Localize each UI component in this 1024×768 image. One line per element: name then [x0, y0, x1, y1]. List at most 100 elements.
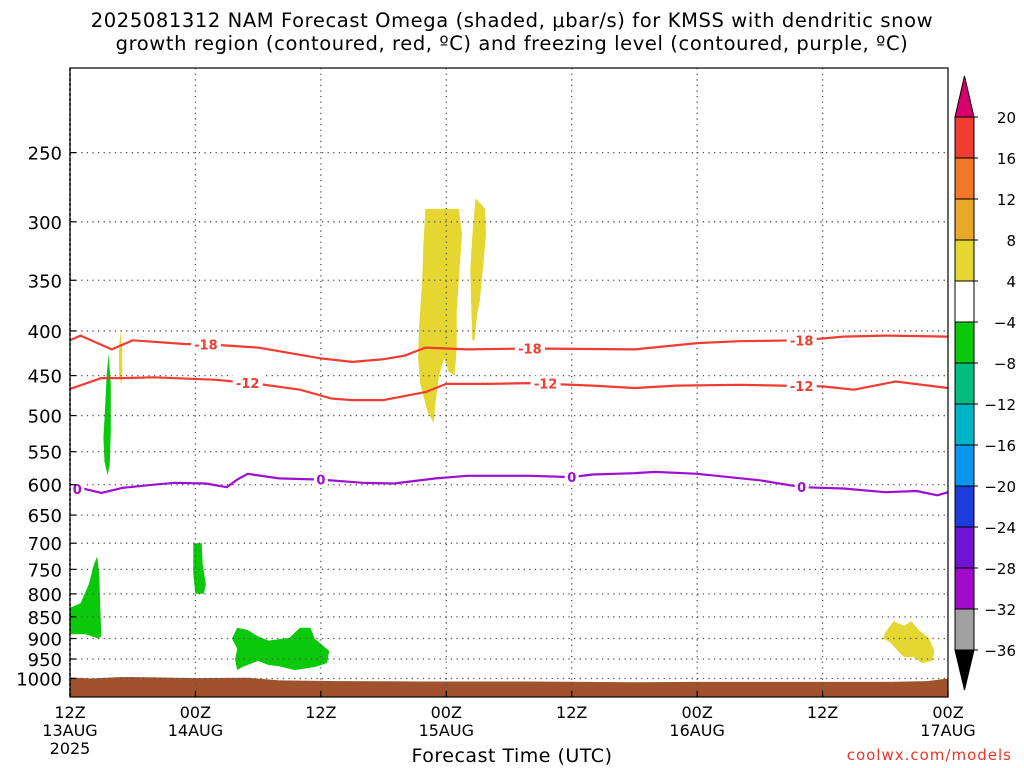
y-tick-label-750: 750	[28, 560, 62, 581]
y-tick-label-700: 700	[28, 534, 62, 555]
colorbar-band-6	[954, 362, 975, 405]
contour-line-2	[69, 470, 949, 497]
colorbar-label-7: −12	[984, 396, 1016, 414]
colorbar-band-11	[954, 567, 975, 610]
omega-region-3	[883, 621, 935, 663]
x-tick-label-h60-0: 00Z	[681, 703, 712, 722]
colorbar-label-0: 20	[997, 109, 1016, 127]
x-tick-label-h36-1: 15AUG	[419, 721, 474, 740]
chart-title-line-1: 2025081312 NAM Forecast Omega (shaded, μ…	[90, 9, 934, 32]
colorbar-label-2: 12	[997, 191, 1016, 209]
credit-link[interactable]: coolwx.com/models	[846, 746, 1012, 764]
x-tick-label-h48-0: 12Z	[556, 703, 587, 722]
shaded-regions-layer	[70, 198, 948, 698]
colorbar-bottom-arrow	[954, 649, 975, 691]
x-tick-label-h24-0: 12Z	[305, 703, 336, 722]
contour-label-bg	[313, 471, 328, 488]
colorbar-label-6: −8	[994, 355, 1016, 373]
x-tick-label-h0-0: 12Z	[54, 703, 85, 722]
contour-line-1	[69, 376, 949, 402]
y-tick-label-1000: 1000	[16, 669, 62, 690]
colorbar-label-3: 8	[1006, 232, 1016, 250]
contour-label-bg	[232, 374, 263, 391]
y-tick-label-350: 350	[28, 271, 62, 292]
y-tick-label-650: 650	[28, 506, 62, 527]
omega-region-7	[232, 627, 330, 671]
y-tick-label-250: 250	[28, 144, 62, 165]
axis-ticks-layer: 2503003504004505005506006507007508008509…	[16, 144, 976, 758]
chart-title-line-2: growth region (contoured, red, ºC) and f…	[115, 32, 909, 55]
contour-label-bg	[794, 479, 809, 496]
x-axis-label: Forecast Time (UTC)	[411, 745, 613, 767]
y-tick-label-500: 500	[28, 407, 62, 428]
surface-fill	[70, 677, 948, 698]
contour-label-2-3: 0	[797, 481, 806, 496]
colorbar-label-9: −20	[984, 478, 1016, 496]
x-tick-label-h0-1: 13AUG	[42, 721, 97, 740]
colorbar-label-8: −16	[984, 437, 1016, 455]
contour-label-0-0: -18	[194, 339, 218, 354]
colorbar-band-4	[954, 280, 975, 323]
contour-label-0-1: -18	[518, 343, 542, 358]
contour-label-bg	[564, 469, 579, 486]
x-tick-label-h0-2: 2025	[50, 739, 91, 758]
contour-label-2-2: 0	[567, 471, 576, 486]
colorbar-label-13: −36	[984, 642, 1016, 660]
colorbar-band-9	[954, 485, 975, 528]
contour-label-1-2: -12	[790, 380, 814, 395]
contour-label-bg	[514, 340, 545, 357]
colorbar-band-12	[954, 608, 975, 651]
contour-line-0	[69, 334, 949, 363]
colorbar-label-4: 4	[1006, 273, 1016, 291]
contour-label-1-0: -12	[236, 377, 260, 392]
y-tick-label-800: 800	[28, 585, 62, 606]
x-tick-label-h84-1: 17AUG	[920, 721, 975, 740]
colorbar-label-11: −28	[984, 560, 1016, 578]
colorbar-band-8	[954, 444, 975, 487]
omega-region-1	[470, 198, 486, 341]
x-tick-label-h84-0: 00Z	[932, 703, 963, 722]
colorbar-band-10	[954, 526, 975, 569]
contour-label-bg	[786, 332, 817, 349]
colorbar-band-0	[954, 116, 975, 159]
colorbar-band-3	[954, 239, 975, 282]
x-tick-label-h60-1: 16AUG	[669, 721, 724, 740]
plot-frame-layer	[69, 67, 949, 698]
omega-region-6	[193, 543, 206, 594]
contour-label-bg	[786, 377, 817, 394]
omega-region-5	[70, 556, 102, 639]
y-tick-label-600: 600	[28, 476, 62, 497]
contour-lines-layer: -18 -18 -18 -12 -12 -12 0 0 0 0	[69, 332, 949, 498]
y-tick-label-900: 900	[28, 630, 62, 651]
contour-label-0-2: -18	[790, 334, 814, 349]
colorbar-label-1: 16	[997, 150, 1016, 168]
contour-label-2-0: 0	[73, 483, 82, 498]
colorbar-label-10: −24	[984, 519, 1016, 537]
contour-label-bg	[190, 336, 221, 353]
colorbar: 20 16 12 8 4 −4 −8 −12 −16 −20 −24 −28 −32 −36	[954, 75, 1016, 691]
omega-region-0	[418, 208, 462, 424]
y-tick-label-950: 950	[28, 650, 62, 671]
colorbar-band-7	[954, 403, 975, 446]
contour-label-2-1: 0	[316, 474, 325, 489]
x-tick-label-h12-1: 14AUG	[168, 721, 223, 740]
plot-frame	[69, 67, 949, 698]
colorbar-band-2	[954, 198, 975, 241]
x-tick-label-h12-0: 00Z	[180, 703, 211, 722]
y-tick-label-550: 550	[28, 443, 62, 464]
y-tick-label-850: 850	[28, 608, 62, 629]
y-tick-label-300: 300	[28, 213, 62, 234]
omega-region-4	[103, 353, 111, 476]
y-tick-label-400: 400	[28, 322, 62, 343]
colorbar-label-5: −4	[994, 314, 1016, 332]
x-tick-label-h72-0: 12Z	[807, 703, 838, 722]
y-tick-label-450: 450	[28, 367, 62, 388]
contour-label-1-1: -12	[534, 378, 558, 393]
colorbar-band-5	[954, 321, 975, 364]
colorbar-label-12: −32	[984, 601, 1016, 619]
colorbar-band-1	[954, 157, 975, 200]
colorbar-top-arrow	[954, 75, 975, 118]
contour-label-bg	[530, 375, 561, 392]
x-tick-label-h36-0: 00Z	[431, 703, 462, 722]
